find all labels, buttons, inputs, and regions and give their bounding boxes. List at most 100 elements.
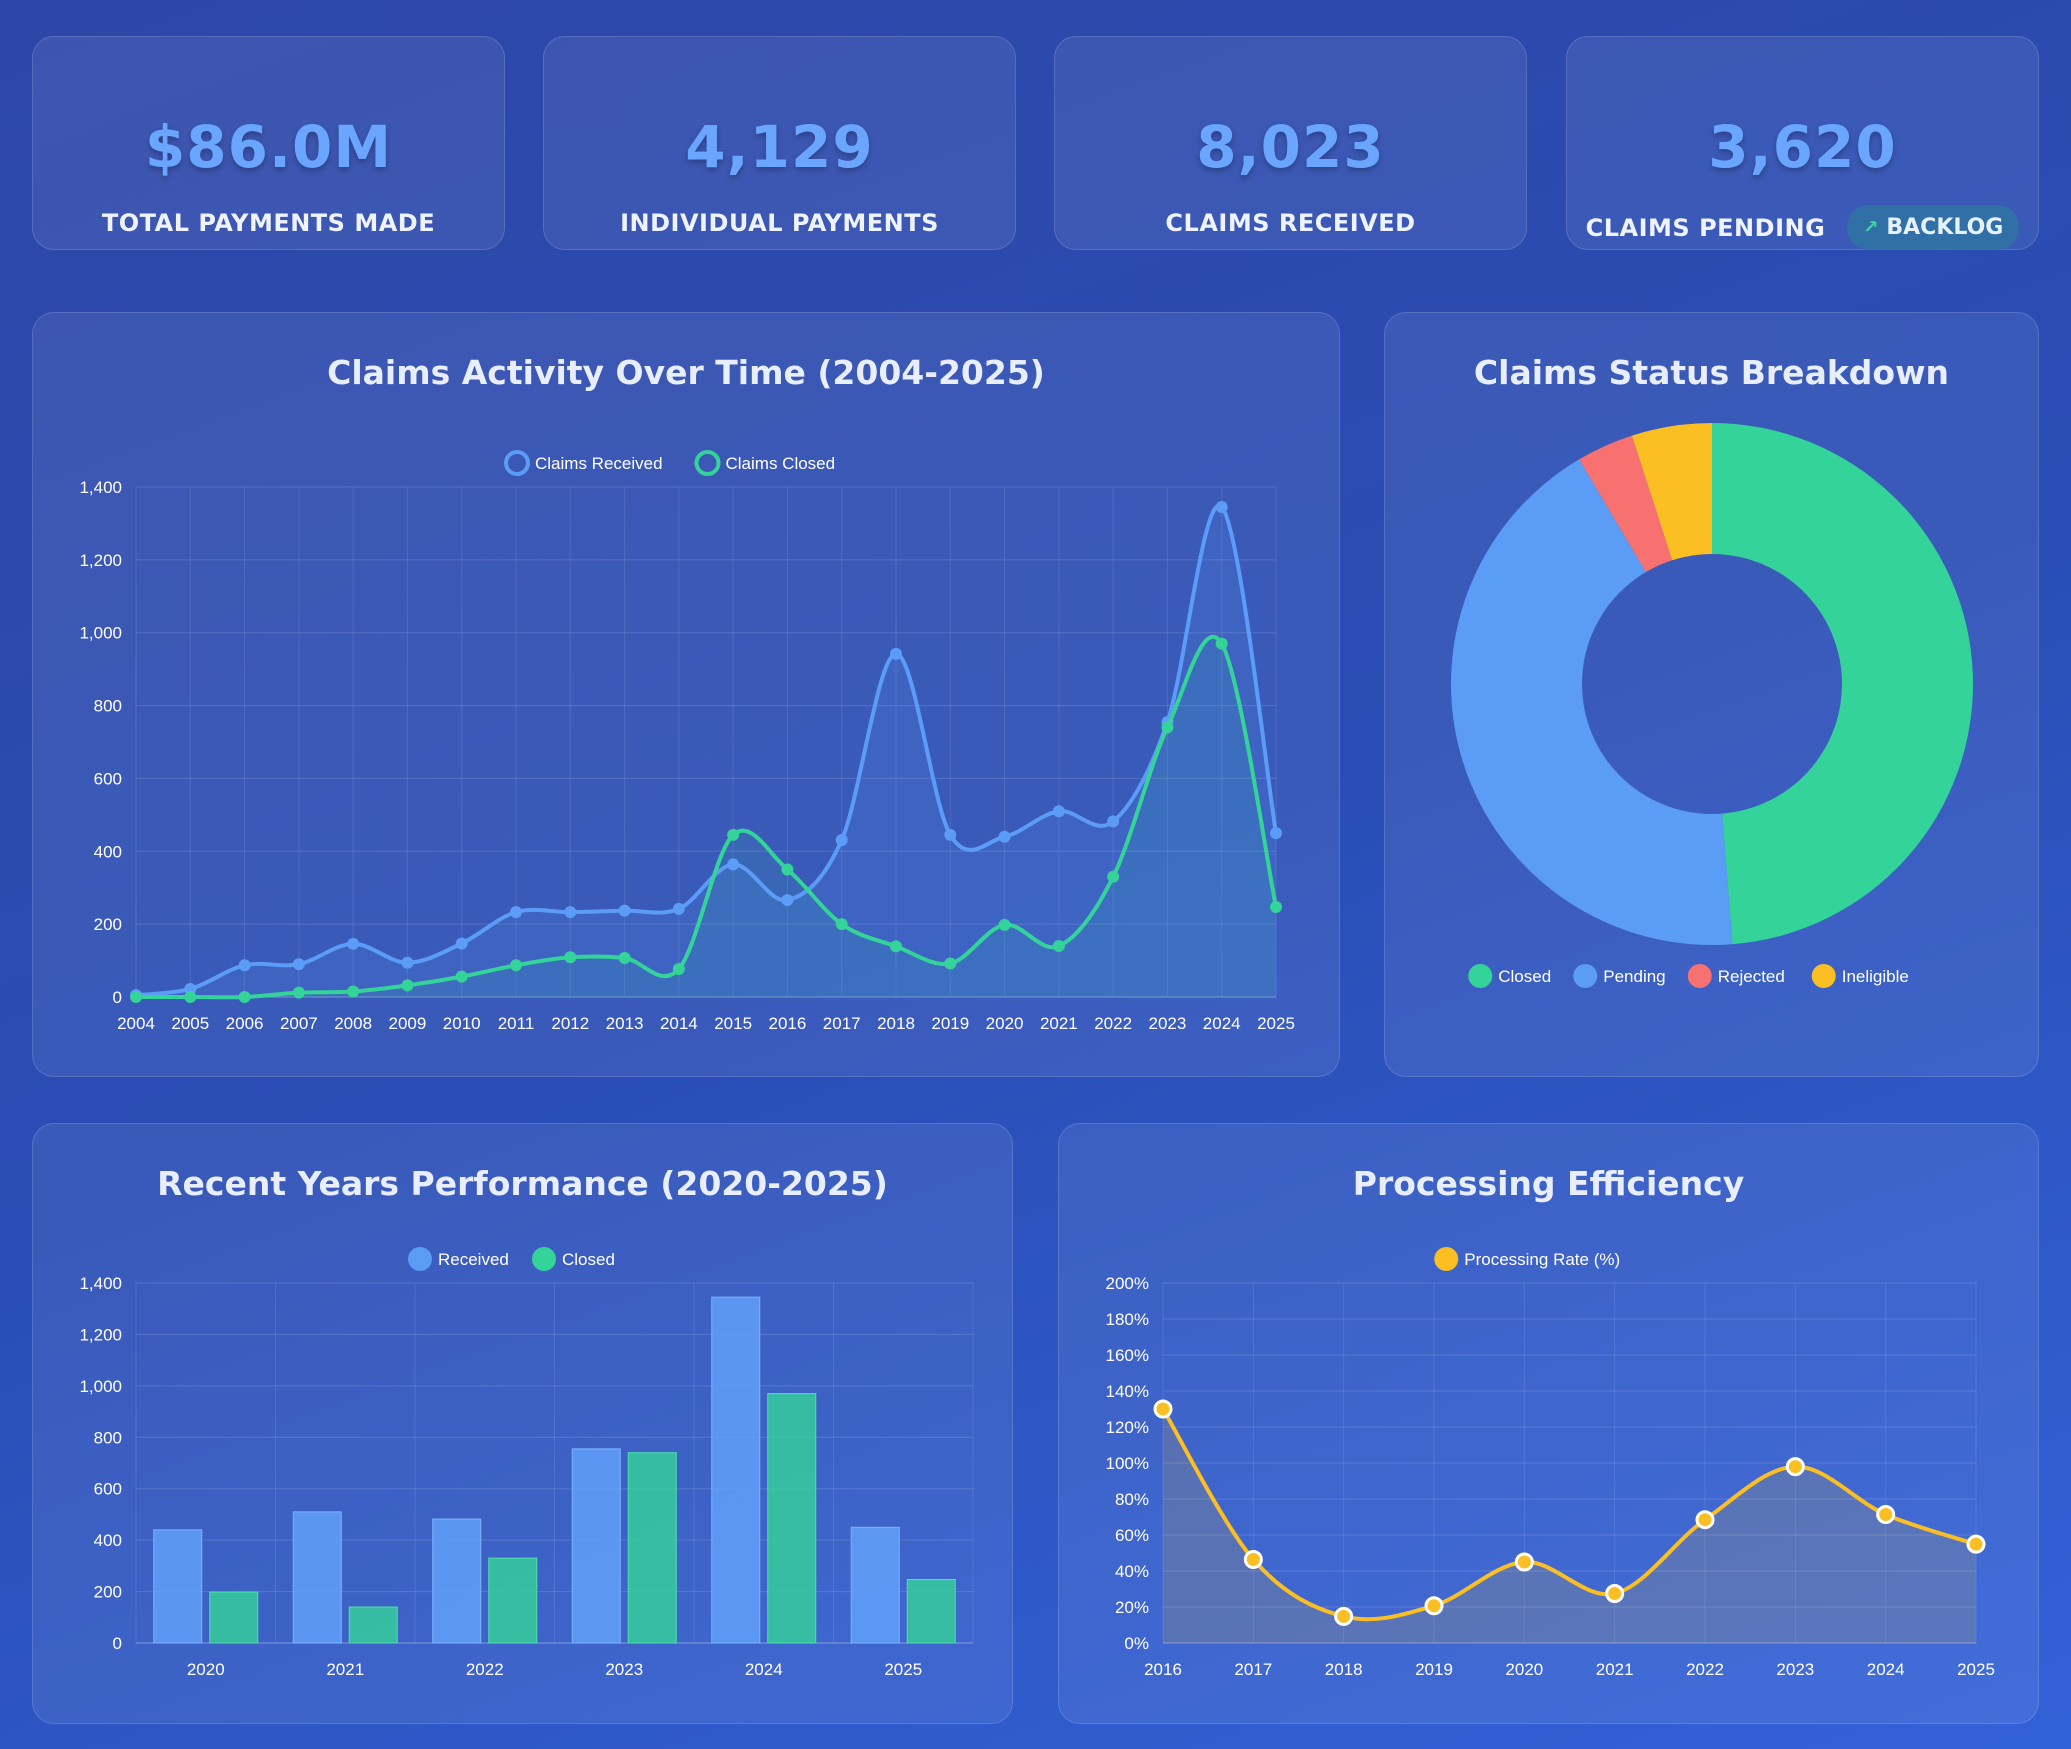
data-point xyxy=(564,951,577,964)
y-tick-label: 80% xyxy=(1115,1490,1149,1509)
x-tick-label: 2022 xyxy=(1094,1014,1132,1033)
x-tick-label: 2007 xyxy=(280,1014,318,1033)
y-tick-label: 60% xyxy=(1115,1526,1149,1545)
recent-years-bar-chart: Received Closed 0 200 400 600 800 1,000 1,200 1,4… xyxy=(79,1247,974,1679)
y-tick-label: 200 xyxy=(94,1583,122,1602)
chart-title: Claims Status Breakdown xyxy=(1473,353,1950,392)
legend-label: Received xyxy=(438,1250,509,1269)
data-point xyxy=(890,940,902,953)
data-point xyxy=(835,918,848,931)
x-tick-label: 2019 xyxy=(1415,1660,1453,1679)
data-point xyxy=(1052,805,1065,818)
data-point xyxy=(781,894,794,907)
bar xyxy=(432,1518,482,1644)
data-point xyxy=(1153,1399,1173,1419)
data-point xyxy=(672,962,685,975)
data-point xyxy=(1215,501,1228,514)
x-tick-label: 2005 xyxy=(171,1014,209,1033)
x-tick-label: 2020 xyxy=(986,1014,1024,1033)
kpi-label: INDIVIDUAL PAYMENTS xyxy=(620,209,939,237)
backlog-badge: ↗ BACKLOG xyxy=(1847,205,2020,250)
legend-marker xyxy=(1573,964,1598,988)
data-point xyxy=(1270,901,1282,914)
x-tick-label: 2022 xyxy=(466,1660,504,1679)
data-point xyxy=(184,991,197,1003)
data-point xyxy=(944,957,957,970)
data-point xyxy=(727,858,740,871)
data-point xyxy=(944,828,957,841)
x-tick-label: 2025 xyxy=(1957,1660,1995,1679)
processing-efficiency-chart: Processing Rate (%) 0% 20% 40% 60% 80% 100% 120… xyxy=(1106,1247,1995,1679)
data-point xyxy=(998,830,1011,843)
data-point xyxy=(1514,1552,1534,1572)
data-point xyxy=(1215,637,1228,650)
x-tick-label: 2023 xyxy=(1149,1014,1187,1033)
data-point xyxy=(1107,870,1120,883)
kpi-value: 8,023 xyxy=(1196,113,1385,181)
bar xyxy=(767,1393,817,1644)
data-point xyxy=(347,937,360,950)
y-tick-label: 1,200 xyxy=(79,1325,122,1344)
claims-activity-chart: Claims Received Claims Closed 0 200 400 600 80… xyxy=(79,450,1295,1033)
y-tick-label: 200 xyxy=(94,915,122,934)
x-tick-label: 2024 xyxy=(1867,1660,1905,1679)
legend-marker xyxy=(532,1247,556,1271)
data-point xyxy=(455,937,468,950)
x-tick-label: 2023 xyxy=(1776,1660,1814,1679)
x-tick-label: 2019 xyxy=(931,1014,969,1033)
legend-label: Rejected xyxy=(1718,967,1785,986)
kpi-label: TOTAL PAYMENTS MADE xyxy=(101,209,436,237)
donut-slice xyxy=(1579,435,1673,573)
y-tick-label: 140% xyxy=(1106,1382,1149,1401)
kpi-value: 4,129 xyxy=(685,113,874,181)
data-point xyxy=(292,958,305,971)
series-area xyxy=(136,636,1276,998)
x-tick-label: 2025 xyxy=(884,1660,922,1679)
legend-label: Pending xyxy=(1603,967,1665,986)
bar xyxy=(209,1591,259,1644)
bar xyxy=(292,1511,342,1644)
x-tick-label: 2016 xyxy=(769,1014,807,1033)
data-point xyxy=(835,833,848,846)
x-tick-label: 2009 xyxy=(389,1014,427,1033)
data-point xyxy=(401,979,414,992)
y-tick-label: 600 xyxy=(94,769,122,788)
data-point xyxy=(347,985,360,998)
y-tick-label: 160% xyxy=(1106,1346,1149,1365)
x-tick-label: 2011 xyxy=(498,1014,535,1033)
data-point xyxy=(1695,1510,1715,1530)
y-tick-label: 1,200 xyxy=(79,551,122,570)
legend-marker xyxy=(1434,1247,1459,1271)
series-area xyxy=(1163,1409,1976,1643)
legend-label: Claims Received xyxy=(535,454,663,473)
x-tick-label: 2021 xyxy=(1596,1660,1634,1679)
data-point xyxy=(1052,940,1065,952)
data-point xyxy=(1243,1549,1263,1569)
data-point xyxy=(618,952,631,965)
y-tick-label: 1,400 xyxy=(79,478,122,497)
kpi-value: $86.0M xyxy=(144,113,393,181)
kpi-value: 3,620 xyxy=(1708,113,1897,181)
bar xyxy=(711,1296,761,1644)
data-point xyxy=(510,959,522,972)
y-tick-label: 40% xyxy=(1115,1562,1149,1581)
donut-slice xyxy=(1631,423,1712,561)
data-point xyxy=(238,991,251,1003)
donut-slice xyxy=(1451,459,1733,945)
legend-label: Closed xyxy=(1498,967,1551,986)
x-tick-label: 2012 xyxy=(551,1014,589,1033)
bar xyxy=(488,1557,538,1644)
badge-label: BACKLOG xyxy=(1886,215,2004,240)
chart-title: Recent Years Performance (2020-2025) xyxy=(157,1164,888,1203)
x-tick-label: 2010 xyxy=(443,1014,481,1033)
data-point xyxy=(1424,1596,1444,1616)
data-point xyxy=(130,991,142,1003)
trend-up-icon: ↗ xyxy=(1863,217,1879,238)
data-point xyxy=(238,959,251,972)
y-tick-label: 180% xyxy=(1106,1310,1149,1329)
data-point xyxy=(1107,815,1120,828)
data-point xyxy=(455,970,468,983)
y-tick-label: 1,400 xyxy=(79,1274,122,1293)
x-tick-label: 2004 xyxy=(117,1014,155,1033)
legend-marker xyxy=(1468,964,1493,988)
